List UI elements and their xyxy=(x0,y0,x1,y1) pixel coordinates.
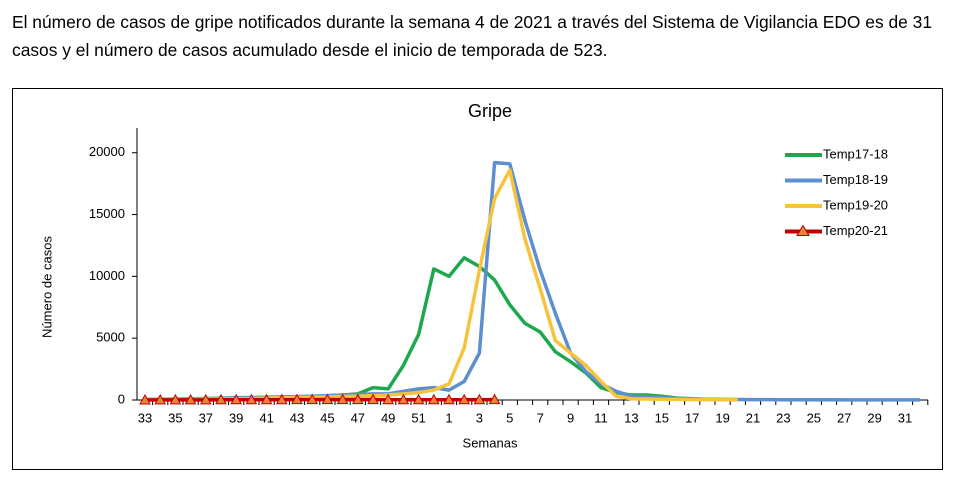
paragraph: El número de casos de gripe notificados … xyxy=(12,12,933,60)
x-axis-label: Semanas xyxy=(463,435,518,450)
x-tick-label: 45 xyxy=(320,410,334,425)
series-line xyxy=(144,256,723,402)
series-marker xyxy=(382,393,395,405)
x-tick-label: 7 xyxy=(537,410,544,425)
x-tick-label: 31 xyxy=(898,410,912,425)
x-tick-label: 3 xyxy=(476,410,483,425)
series-marker xyxy=(154,393,167,405)
series-marker xyxy=(367,393,379,405)
x-tick-label: 27 xyxy=(837,410,851,425)
series-marker xyxy=(336,393,349,405)
y-tick-label: 20000 xyxy=(89,144,125,159)
y-tick-label: 0 xyxy=(118,391,125,406)
series-marker xyxy=(291,393,303,405)
series-marker xyxy=(215,393,227,405)
x-tick-label: 39 xyxy=(229,410,243,425)
series-line xyxy=(144,168,738,402)
series-marker xyxy=(321,393,334,405)
x-tick-label: 15 xyxy=(655,410,669,425)
series-marker xyxy=(443,393,455,405)
x-tick-label: 5 xyxy=(506,410,513,425)
x-tick-label: 41 xyxy=(259,410,273,425)
series-marker xyxy=(397,393,410,405)
x-tick-label: 17 xyxy=(685,410,699,425)
x-tick-label: 43 xyxy=(290,410,304,425)
x-tick-label: 25 xyxy=(807,410,821,425)
series-marker xyxy=(458,393,471,405)
x-tick-label: 1 xyxy=(445,410,452,425)
chart-title: Gripe xyxy=(468,101,512,121)
series-marker xyxy=(139,393,151,405)
y-tick-label: 10000 xyxy=(89,268,125,283)
series-marker xyxy=(260,393,273,405)
series-marker xyxy=(351,393,364,405)
x-tick-label: 9 xyxy=(567,410,574,425)
x-tick-label: 37 xyxy=(199,410,213,425)
series-marker xyxy=(412,393,425,405)
legend-label: Temp17-18 xyxy=(823,146,888,161)
series-line xyxy=(144,160,921,402)
x-tick-label: 35 xyxy=(168,410,182,425)
x-tick-label: 47 xyxy=(351,410,365,425)
series-marker xyxy=(275,393,288,405)
legend-label: Temp18-19 xyxy=(823,172,888,187)
series-marker xyxy=(184,393,197,405)
x-tick-label: 23 xyxy=(776,410,790,425)
y-tick-label: 5000 xyxy=(96,330,125,345)
chart-frame xyxy=(12,88,943,470)
series-marker xyxy=(169,393,182,405)
series-marker xyxy=(473,393,486,405)
series-marker xyxy=(230,393,243,405)
series-marker xyxy=(427,393,440,405)
x-tick-label: 19 xyxy=(715,410,729,425)
x-tick-label: 51 xyxy=(411,410,425,425)
series-marker xyxy=(245,393,258,405)
y-tick-label: 15000 xyxy=(89,206,125,221)
series-marker xyxy=(199,393,212,405)
series-marker xyxy=(488,393,501,405)
x-tick-label: 11 xyxy=(594,410,608,425)
legend-label: Temp19-20 xyxy=(823,197,888,212)
y-axis-label: Número de casos xyxy=(39,236,54,338)
series-marker xyxy=(306,393,319,405)
legend-label: Temp20-21 xyxy=(823,223,888,238)
x-tick-label: 13 xyxy=(624,410,638,425)
x-tick-label: 29 xyxy=(867,410,881,425)
x-tick-label: 49 xyxy=(381,410,395,425)
x-tick-label: 21 xyxy=(746,410,760,425)
x-tick-label: 33 xyxy=(138,410,152,425)
legend-marker xyxy=(796,224,810,236)
